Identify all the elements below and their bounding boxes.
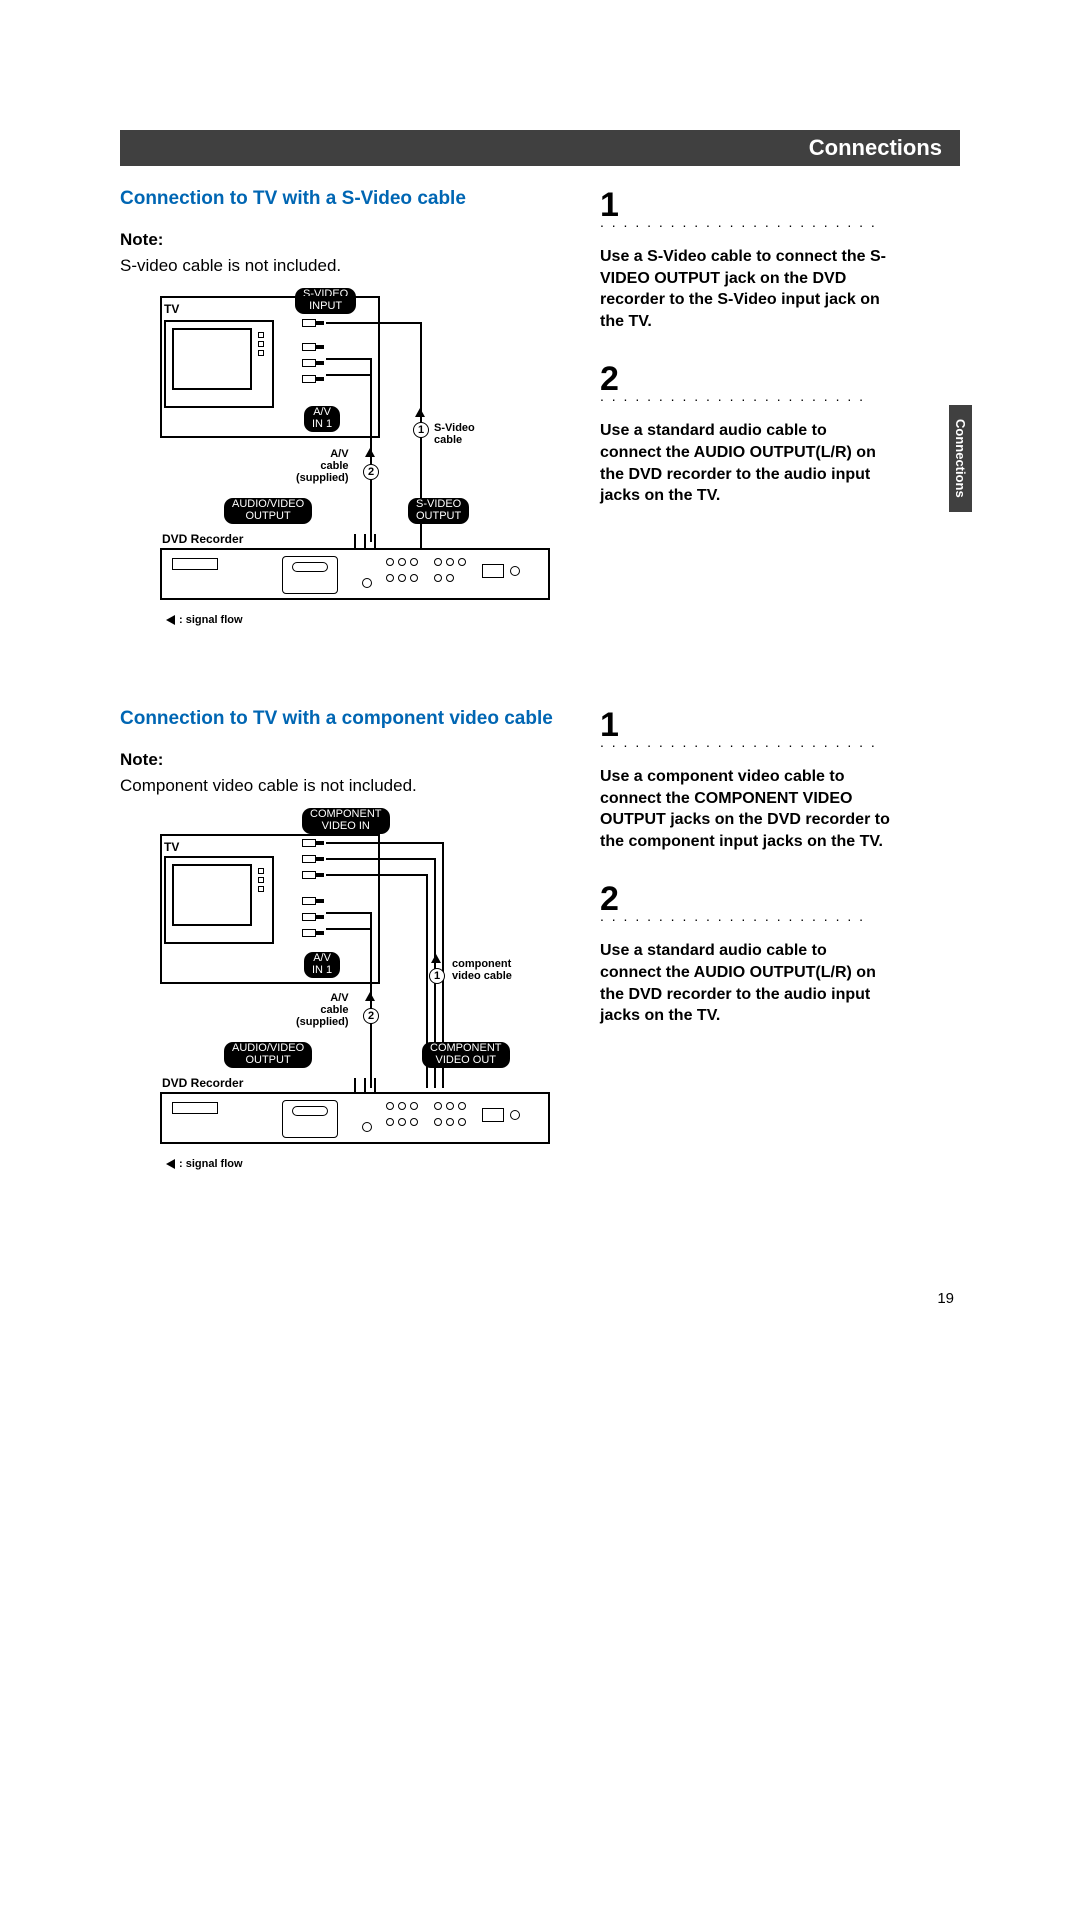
av-out-label: AUDIO/VIDEO OUTPUT: [224, 1042, 312, 1068]
section-1: Connection to TV with a S-Video cable No…: [120, 188, 960, 648]
svideo-in-jack-icon: [302, 318, 326, 328]
comp-jack-icon: [302, 870, 326, 880]
dvd-recorder-icon: [160, 1092, 550, 1144]
page: Connections Connections Connection to TV…: [120, 130, 960, 1258]
tv-label: TV: [164, 302, 179, 316]
side-tab: Connections: [949, 405, 972, 512]
section-2: Connection to TV with a component video …: [120, 708, 960, 1198]
arrow-icon: [365, 992, 375, 1001]
dots: . . . . . . . . . . . . . . . . . . . . …: [600, 908, 960, 924]
arrow-left-icon: [166, 1159, 175, 1169]
comp-jack-icon: [302, 838, 326, 848]
av-jack-icon: [302, 912, 326, 922]
dvd-recorder-icon: [160, 548, 550, 600]
component-out-label: COMPONENT VIDEO OUT: [422, 1042, 510, 1068]
av-cable-label: A/V cable (supplied): [296, 992, 349, 1028]
dots: . . . . . . . . . . . . . . . . . . . . …: [600, 388, 960, 404]
av-cable-label: A/V cable (supplied): [296, 448, 349, 484]
av-jack-icon: [302, 342, 326, 352]
av-jack-icon: [302, 358, 326, 368]
component-in-label: COMPONENT VIDEO IN: [302, 808, 390, 834]
arrow-icon: [415, 408, 425, 417]
header-title: Connections: [809, 135, 942, 161]
section-2-title: Connection to TV with a component video …: [120, 708, 580, 730]
step-text-2: Use a standard audio cable to connect th…: [600, 420, 890, 506]
svideo-out-label: S-VIDEO OUTPUT: [408, 498, 469, 524]
diagram-svideo: TV S-VIDEO INPUT A/V IN 1: [120, 288, 560, 648]
tv-icon: [164, 320, 274, 408]
av-out-label: AUDIO/VIDEO OUTPUT: [224, 498, 312, 524]
circled-number-1: 1: [429, 968, 445, 984]
signal-flow-label: : signal flow: [166, 1158, 243, 1170]
section-1-left: Connection to TV with a S-Video cable No…: [120, 188, 600, 648]
signal-flow-label: : signal flow: [166, 614, 243, 626]
section-1-title: Connection to TV with a S-Video cable: [120, 188, 580, 210]
page-number: 19: [937, 1290, 954, 1918]
av-jack-icon: [302, 374, 326, 384]
note-label-2: Note:: [120, 750, 580, 770]
svideo-input-label: S-VIDEO INPUT: [295, 288, 356, 314]
header-bar: Connections: [120, 130, 960, 166]
circled-number-1: 1: [413, 422, 429, 438]
section-1-right: 1 . . . . . . . . . . . . . . . . . . . …: [600, 188, 960, 648]
comp-jack-icon: [302, 854, 326, 864]
av-jack-icon: [302, 896, 326, 906]
dvd-recorder-label: DVD Recorder: [162, 1076, 243, 1090]
arrow-left-icon: [166, 615, 175, 625]
tv-label: TV: [164, 840, 179, 854]
note-label-1: Note:: [120, 230, 580, 250]
note-text-2: Component video cable is not included.: [120, 776, 580, 796]
note-text-1: S-video cable is not included.: [120, 256, 580, 276]
step-text-1: Use a S-Video cable to connect the S-VID…: [600, 246, 890, 332]
av-in-label: A/V IN 1: [304, 406, 340, 432]
step-text-1: Use a component video cable to connect t…: [600, 766, 890, 852]
diagram-component: COMPONENT VIDEO IN TV A/V IN 1: [120, 808, 560, 1198]
dots: . . . . . . . . . . . . . . . . . . . . …: [600, 214, 960, 230]
circled-number-2: 2: [363, 1008, 379, 1024]
step-text-2: Use a standard audio cable to connect th…: [600, 940, 890, 1026]
arrow-icon: [365, 448, 375, 457]
section-2-left: Connection to TV with a component video …: [120, 708, 600, 1198]
av-jack-icon: [302, 928, 326, 938]
circled-number-2: 2: [363, 464, 379, 480]
tv-icon: [164, 856, 274, 944]
component-cable-label: component video cable: [452, 958, 512, 982]
section-2-right: 1 . . . . . . . . . . . . . . . . . . . …: [600, 708, 960, 1198]
arrow-icon: [431, 954, 441, 963]
dots: . . . . . . . . . . . . . . . . . . . . …: [600, 734, 960, 750]
svideo-cable-label: S-Video cable: [434, 422, 475, 446]
dvd-recorder-label: DVD Recorder: [162, 532, 243, 546]
av-in-label: A/V IN 1: [304, 952, 340, 978]
